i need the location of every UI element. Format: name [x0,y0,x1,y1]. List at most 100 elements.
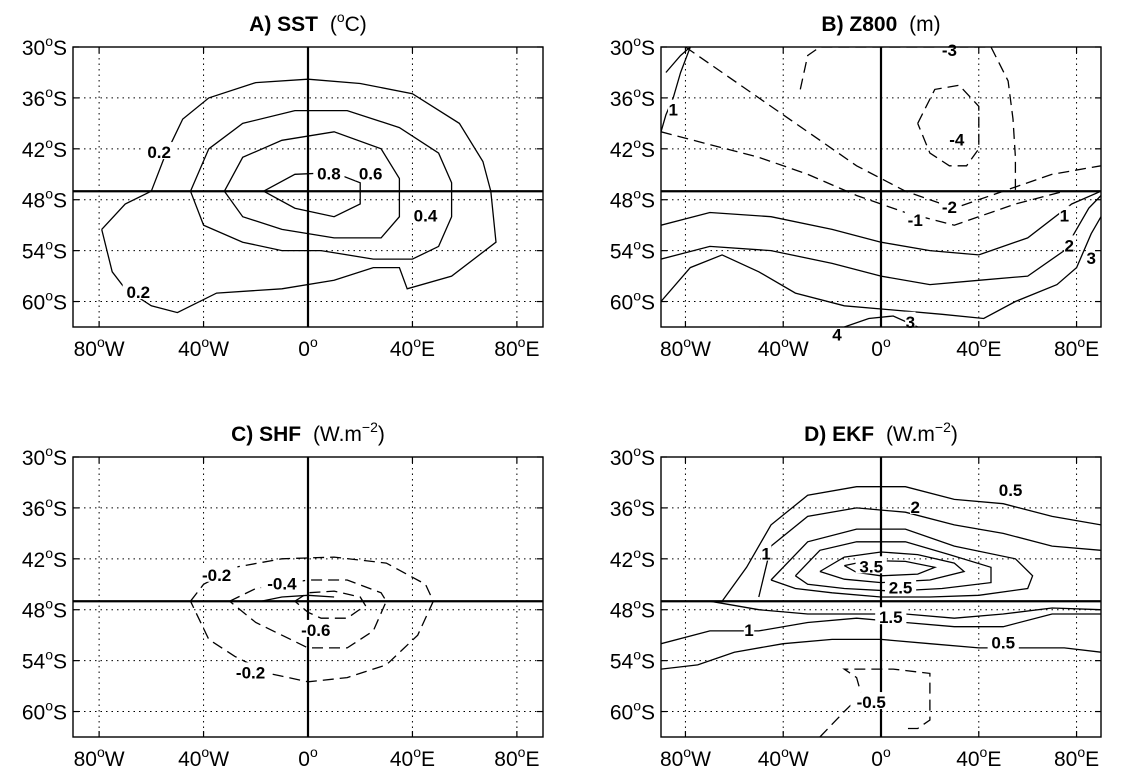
y-tick-degree: o [45,288,53,304]
y-tick-degree: o [633,698,641,714]
y-tick-direction: S [53,139,67,162]
x-tick-direction: W [691,748,711,770]
x-tick-direction: W [209,338,229,361]
contour-label-bg [875,607,907,625]
y-tick-degree: o [45,33,53,49]
x-tick-direction: W [789,748,809,770]
x-tick-label: 80oE [1054,334,1099,361]
y-tick-number: 42 [22,139,45,162]
contour-line [263,171,361,218]
x-tick-number: 40 [178,748,201,770]
y-tick-direction: S [641,190,655,213]
y-tick-label: 42oS [22,135,67,162]
x-tick-number: 80 [1054,748,1077,770]
x-tick-direction: E [421,338,435,361]
y-tick-label: 54oS [22,237,67,264]
y-tick-number: 48 [610,600,633,623]
x-tick-degree: o [201,744,209,760]
y-tick-label: 30oS [22,33,67,60]
contour-line [223,131,401,239]
contour-label-bg [910,496,921,514]
contour-label: -0.5 [857,693,886,712]
contour-label: 0.5 [991,634,1015,653]
y-tick-number: 54 [610,241,634,264]
x-tick-label: 40oE [390,334,435,361]
y-tick-direction: S [641,37,655,60]
x-tick-degree: o [980,744,988,760]
contour-label: 1 [1060,207,1069,226]
x-tick-label: 40oE [956,744,1001,770]
y-tick-direction: S [53,651,67,674]
contour-line [294,590,367,619]
contour-label: 0.6 [359,164,383,183]
y-tick-degree: o [633,237,641,253]
y-tick-label: 48oS [22,596,67,623]
contour-label-bg [743,619,755,637]
contour-label-bg [939,40,960,58]
contour-label-bg [904,209,926,227]
x-tick-degree: o [883,744,891,760]
y-tick-degree: o [633,84,641,100]
panel-title-units: (W.m [313,423,362,446]
y-tick-direction: S [53,292,67,315]
contour-label: 0.2 [147,143,171,162]
contour-line [685,47,1101,209]
x-tick-number: 40 [178,338,201,361]
y-tick-label: 48oS [610,596,655,623]
x-tick-direction: W [691,338,711,361]
x-tick-label: 0o [298,334,318,361]
contour-label: -0.2 [236,663,265,682]
contour-label: 2.5 [889,579,913,598]
contour-label-bg [122,282,154,300]
y-tick-number: 42 [610,139,633,162]
y-tick-label: 30oS [610,33,655,60]
y-tick-direction: S [53,190,67,213]
y-tick-number: 54 [610,651,634,674]
y-tick-direction: S [641,600,655,623]
x-tick-number: 40 [390,338,413,361]
x-tick-number: 40 [758,748,781,770]
panel-title-label: C) SHF [231,423,307,446]
y-tick-degree: o [633,494,641,510]
contour-label: 1 [744,621,753,640]
panel-title-units-tail: C) [345,13,367,36]
y-tick-direction: S [641,702,655,725]
contour-label-bg [261,573,303,591]
y-tick-direction: S [641,241,655,264]
y-tick-number: 60 [610,702,633,725]
y-tick-degree: o [45,698,53,714]
y-tick-number: 36 [610,498,633,521]
contour-label: 3 [1086,249,1095,268]
x-tick-degree: o [683,744,691,760]
x-tick-degree: o [518,334,526,350]
panel-title-units-superscript: −2 [935,419,951,435]
y-tick-label: 54oS [610,647,655,674]
y-tick-number: 60 [22,702,45,725]
x-tick-direction: E [421,748,435,770]
x-tick-number: 80 [494,338,517,361]
y-tick-number: 42 [610,549,633,572]
x-tick-label: 80oW [74,744,125,770]
y-tick-degree: o [45,237,53,253]
x-tick-degree: o [413,744,421,760]
contour-line [799,47,1017,192]
contour-label-bg [831,324,843,342]
y-tick-direction: S [53,600,67,623]
x-tick-label: 40oW [758,334,809,361]
y-tick-label: 36oS [610,494,655,521]
contour-label-bg [143,142,175,160]
contour-label: 0.8 [317,164,341,183]
x-tick-direction: W [105,338,125,361]
contour-label-bg [668,99,679,117]
y-tick-degree: o [45,135,53,151]
x-tick-number: 80 [74,748,97,770]
x-tick-degree: o [683,334,691,350]
y-tick-direction: S [53,447,67,470]
contour-label: 1.5 [879,608,903,627]
y-tick-label: 42oS [610,135,655,162]
panel-title-label: B) Z800 [821,13,903,36]
contour-label: 2 [910,498,919,517]
